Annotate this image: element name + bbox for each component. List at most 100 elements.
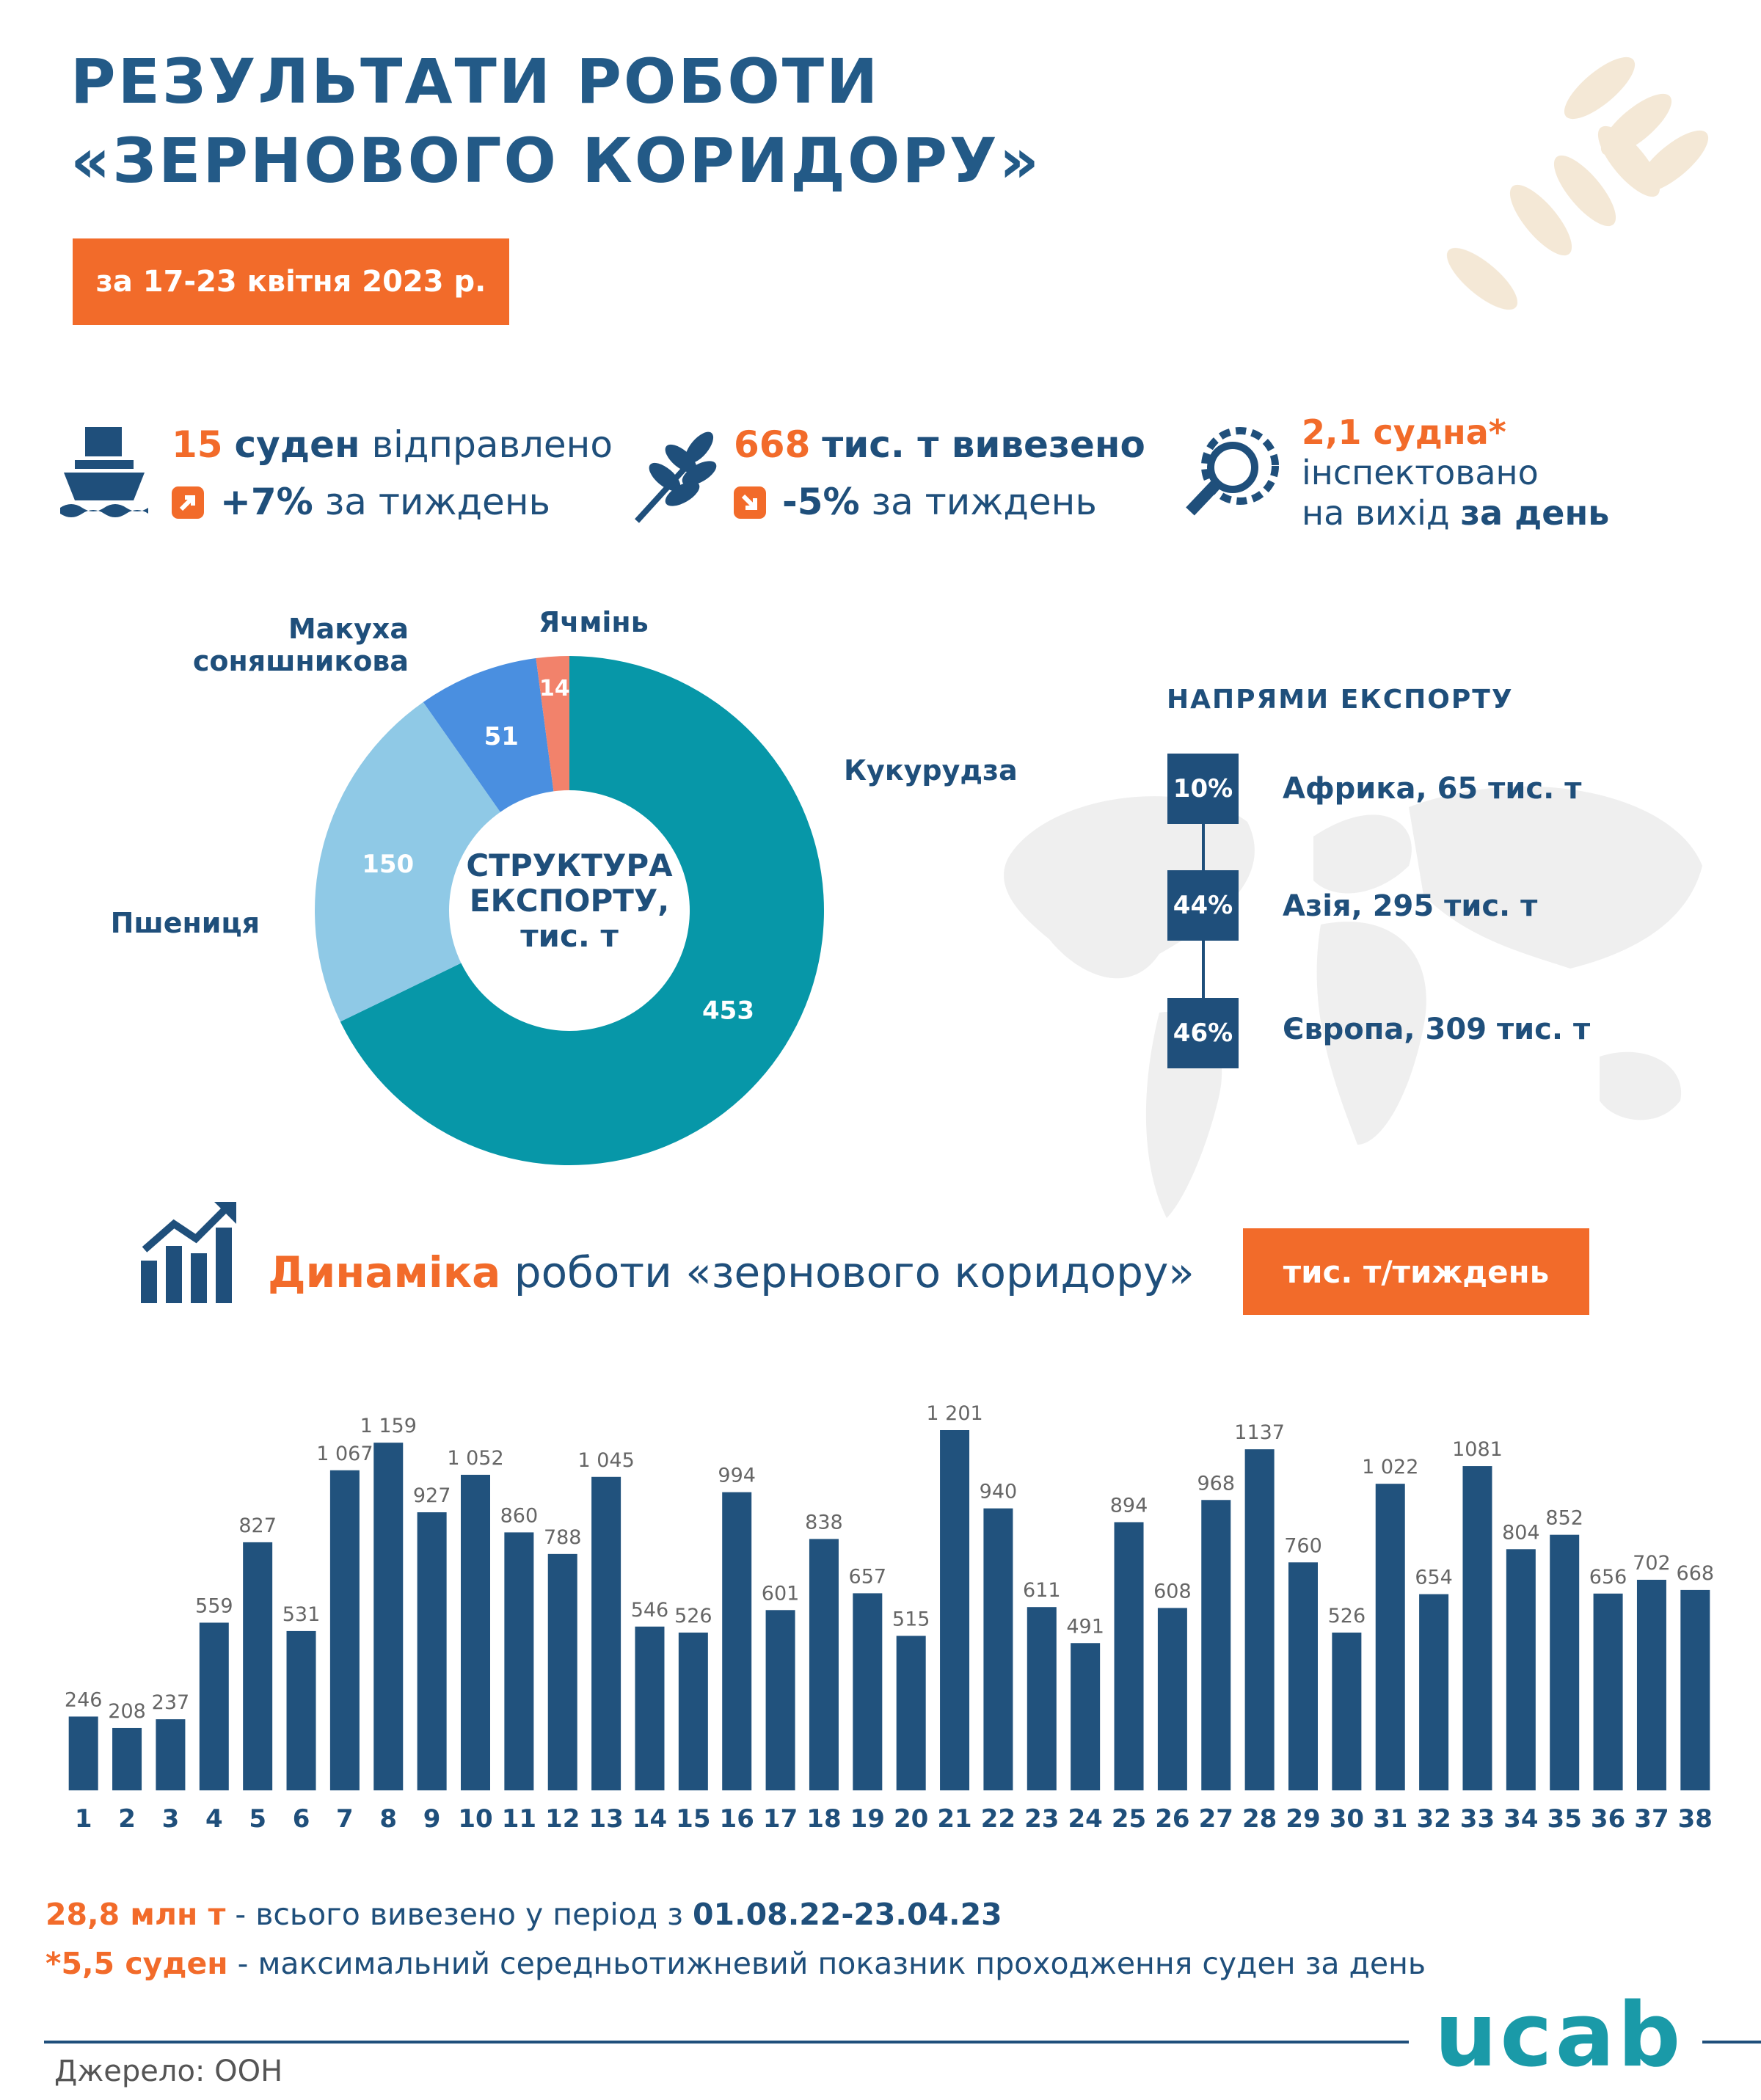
stat-number: 15 [172, 423, 223, 466]
value-label: 611 [1023, 1579, 1061, 1602]
donut-segment [340, 656, 824, 1165]
change-down-icon [734, 486, 766, 519]
x-tick-label: 26 [1155, 1804, 1189, 1834]
stat-number: 2,1 судна* [1302, 412, 1506, 452]
bar [373, 1443, 404, 1790]
divider [44, 2041, 1409, 2044]
note-highlight: *5,5 суден [45, 1946, 228, 1981]
x-tick-label: 28 [1242, 1804, 1277, 1834]
x-tick-label: 24 [1068, 1804, 1102, 1834]
x-tick-label: 32 [1416, 1804, 1451, 1834]
value-label: 702 [1633, 1552, 1671, 1575]
bar [983, 1508, 1013, 1790]
x-tick-label: 18 [806, 1804, 841, 1834]
stat: 15 суден відправлено +7% за тиждень [172, 416, 613, 531]
wheat-icon [635, 431, 717, 523]
x-tick-label: 8 [379, 1804, 397, 1834]
bar [243, 1542, 273, 1790]
value-label: 1 159 [360, 1415, 417, 1437]
x-tick-label: 19 [850, 1804, 885, 1834]
value-label: 559 [195, 1594, 233, 1617]
value-label: 827 [238, 1514, 277, 1537]
bar [1462, 1466, 1492, 1790]
x-tick-label: 5 [249, 1804, 266, 1834]
value-label: 546 [631, 1599, 669, 1622]
value-label: 1 045 [577, 1449, 634, 1472]
value-label: 1 022 [1362, 1456, 1418, 1479]
stat-text: на вихід [1302, 493, 1450, 533]
value-label: 1081 [1452, 1438, 1503, 1461]
bar [68, 1716, 98, 1790]
bar [1550, 1534, 1580, 1790]
note-text: - максимальний середньотижневий показник… [227, 1946, 1426, 1981]
export-title: НАПРЯМИ ЕКСПОРТУ [1167, 685, 1514, 715]
bar [1375, 1484, 1405, 1790]
x-tick-label: 27 [1199, 1804, 1233, 1834]
bar [504, 1532, 534, 1790]
bar [809, 1539, 839, 1790]
note: *5,5 суден - максимальний середньотижнев… [45, 1946, 1426, 1981]
bar [1244, 1449, 1275, 1790]
stat-text: інспектовано [1302, 453, 1539, 492]
bar [1114, 1522, 1144, 1790]
bar [1332, 1632, 1362, 1790]
inspection-icon [1186, 427, 1279, 516]
segment-value: 150 [362, 850, 414, 879]
category-label: Макуха соняшникова [192, 613, 409, 677]
segment-value: 51 [484, 722, 519, 751]
x-tick-label: 9 [423, 1804, 441, 1834]
x-tick-label: 25 [1112, 1804, 1146, 1834]
logo: ucab [1434, 1985, 1684, 2087]
value-label: 531 [282, 1603, 321, 1626]
x-tick-label: 34 [1503, 1804, 1538, 1834]
title-line: «ЗЕРНОВОГО КОРИДОРУ» [70, 125, 1041, 197]
x-tick-label: 13 [588, 1804, 623, 1834]
value-label: 940 [980, 1481, 1018, 1503]
stat-number: 668 [734, 423, 811, 466]
share-box: 44% [1167, 870, 1239, 941]
note-text: - всього вивезено у період з [225, 1897, 693, 1932]
x-tick-label: 14 [632, 1804, 667, 1834]
bar [112, 1727, 142, 1790]
x-tick-label: 6 [293, 1804, 310, 1834]
unit-badge: тис. т/тиждень [1243, 1228, 1589, 1315]
category-label: Кукурудза [844, 754, 1018, 787]
value-label: 1 052 [447, 1447, 503, 1470]
x-tick-label: 2 [118, 1804, 136, 1834]
x-tick-label: 22 [981, 1804, 1016, 1834]
note: 28,8 млн т - всього вивезено у період з … [45, 1897, 1002, 1932]
stat-change: -5% [782, 481, 860, 523]
stat-text: відправлено [371, 423, 613, 466]
value-label: 608 [1153, 1580, 1192, 1603]
stat: 2,1 судна* інспектовано на вихід за день [1302, 412, 1609, 533]
value-label: 515 [892, 1608, 930, 1630]
note-bold: 01.08.22-23.04.23 [693, 1897, 1002, 1932]
note-highlight: 28,8 млн т [45, 1897, 226, 1932]
dynamics-title: Динаміка роботи «зернового коридору» [268, 1247, 1195, 1297]
x-tick-label: 31 [1373, 1804, 1407, 1834]
x-tick-label: 23 [1024, 1804, 1059, 1834]
value-label: 208 [108, 1700, 146, 1723]
value-label: 657 [849, 1565, 887, 1588]
direction-label: Африка, 65 тис. т [1283, 772, 1582, 806]
stat-unit: суден [234, 423, 360, 466]
value-label: 927 [413, 1484, 451, 1507]
donut-segment [315, 701, 500, 1022]
bar [678, 1632, 708, 1790]
value-label: 788 [544, 1526, 582, 1549]
bar [853, 1593, 883, 1790]
bar [286, 1630, 316, 1790]
bar [896, 1636, 926, 1790]
share-box: 10% [1167, 754, 1239, 824]
x-tick-label: 4 [205, 1804, 223, 1834]
bar [591, 1476, 621, 1790]
x-tick-label: 36 [1591, 1804, 1625, 1834]
value-label: 654 [1415, 1567, 1453, 1589]
x-tick-label: 15 [676, 1804, 710, 1834]
bar [1027, 1607, 1057, 1790]
stat-unit: тис. т вивезено [822, 423, 1145, 466]
bar [461, 1474, 490, 1790]
period-badge: за 17-23 квітня 2023 р. [73, 238, 509, 325]
bar [940, 1430, 970, 1790]
